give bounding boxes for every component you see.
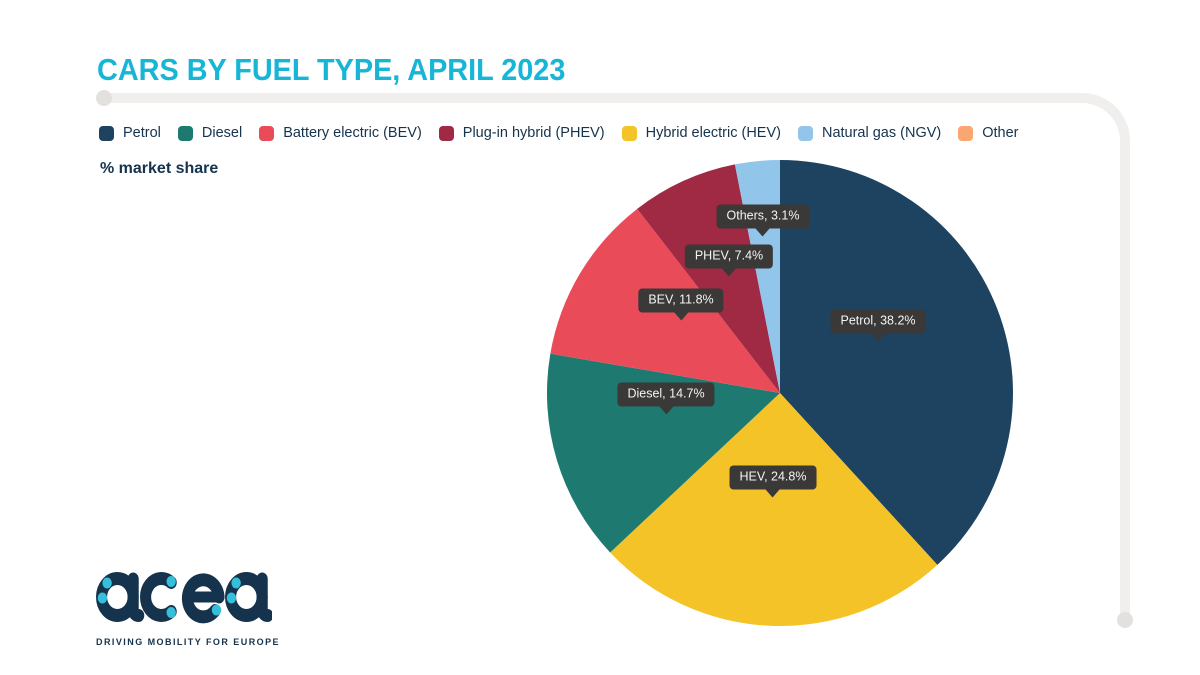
legend-swatch-petrol [99, 125, 114, 141]
legend-swatch-bev [259, 125, 275, 141]
logo-dot [211, 604, 222, 616]
legend-label-bev: Battery electric (BEV) [283, 125, 422, 141]
unit-label: % market share [100, 160, 219, 177]
logo-tagline: DRIVING MOBILITY FOR EUROPE [96, 637, 280, 647]
legend-label-petrol: Petrol [123, 125, 161, 141]
acea-logo: DRIVING MOBILITY FOR EUROPE [96, 566, 280, 647]
legend-label-other: Other [982, 125, 1019, 141]
logo-dot [102, 577, 112, 589]
legend-item-ngv: Natural gas (NGV) [797, 125, 942, 141]
legend-item-bev: Battery electric (BEV) [259, 125, 422, 141]
legend-swatch-diesel [177, 125, 193, 141]
logo-dot [166, 576, 176, 587]
legend-item-other: Other [958, 125, 1019, 141]
legend-item-phev: Plug-in hybrid (PHEV) [438, 125, 605, 141]
logo-dot [97, 592, 108, 604]
legend-swatch-ngv [797, 125, 813, 141]
pie-slice-hev [610, 393, 938, 626]
legend-swatch-other [958, 125, 974, 141]
decorative-frame-line [104, 93, 1130, 626]
logo-dot [231, 577, 241, 589]
legend-item-hev: Hybrid electric (HEV) [621, 125, 781, 141]
legend-label-ngv: Natural gas (NGV) [821, 125, 942, 141]
pie-slice-petrol [780, 160, 1013, 565]
legend: Petrol Diesel Battery electric (BEV) Plug-i… [99, 125, 1019, 141]
legend-label-hev: Hybrid electric (HEV) [645, 125, 781, 141]
logo-dot [226, 592, 237, 604]
legend-label-phev: Plug-in hybrid (PHEV) [462, 125, 605, 141]
page-title: CARS BY FUEL TYPE, APRIL 2023 [97, 52, 566, 87]
logo-dot [166, 607, 176, 618]
legend-item-petrol: Petrol [99, 125, 161, 141]
pie-slice-diesel [546, 353, 780, 553]
legend-swatch-phev [438, 125, 454, 141]
acea-wordmark [96, 572, 272, 624]
legend-label-diesel: Diesel [201, 125, 243, 141]
legend-item-diesel: Diesel [177, 125, 243, 141]
frame-end-dot-bottom [1117, 612, 1133, 628]
frame-end-dot-left [96, 90, 112, 106]
legend-swatch-hev [621, 125, 637, 141]
pie-chart [546, 160, 1013, 626]
